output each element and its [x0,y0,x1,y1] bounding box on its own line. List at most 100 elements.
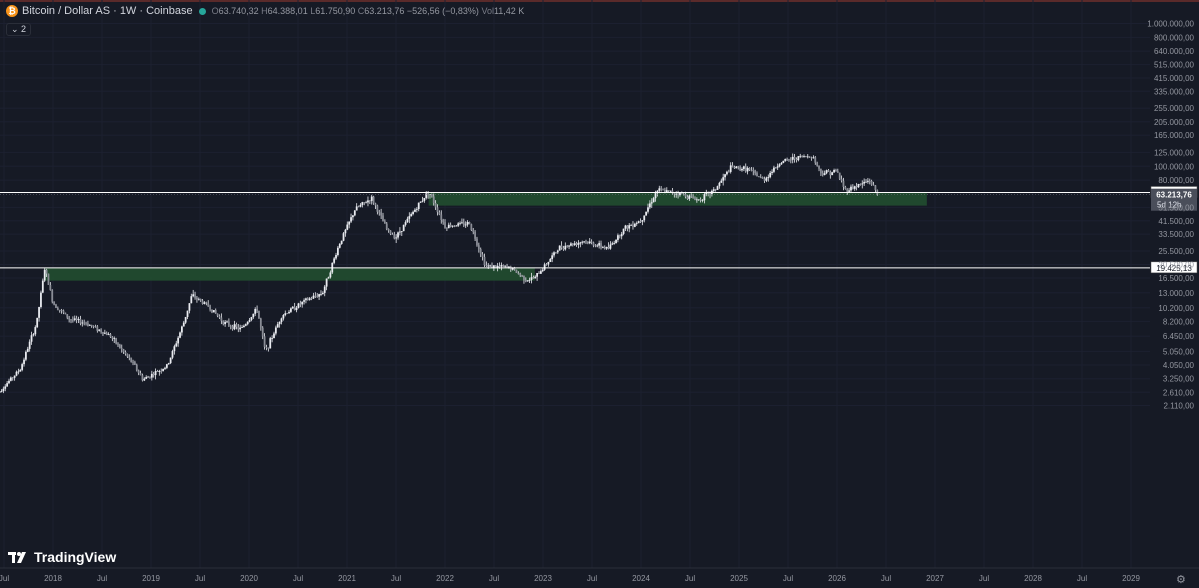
high-label: H [261,6,268,16]
candle-body [53,301,55,305]
y-tick-label: 2.110,00 [1163,401,1194,410]
candle-body [579,242,582,244]
candle-body [643,215,646,221]
candle-body [404,222,407,225]
y-tick-label: 2.610,00 [1163,388,1195,397]
candle-body [321,292,324,295]
candle-body [87,323,89,326]
candle-body [513,267,516,270]
y-tick-label: 165.000,00 [1154,131,1195,140]
indicator-toggle[interactable]: ⌄ 2 [6,23,32,36]
candle-body [169,357,172,364]
candle-body [318,294,320,297]
x-tick-label: 2026 [828,574,846,583]
candle-body [788,159,790,161]
candle-body [267,347,270,349]
candle-body [308,298,311,300]
x-tick-label: Jul [979,574,989,583]
candle-body [75,318,78,320]
candle-body [630,225,632,226]
candle-body [598,243,601,246]
candle-body [286,313,289,315]
candle-body [476,238,478,246]
candle-body [263,336,266,347]
candle-body [455,225,458,227]
candle-body [784,159,787,161]
candle-body [160,370,163,372]
current-price-box [1151,188,1197,211]
candle-body [737,166,740,168]
x-tick-label: 2024 [632,574,650,583]
candle-body [543,264,546,270]
candle-body [348,221,351,225]
candle-body [705,192,708,195]
candle-body [173,346,176,352]
candle-body [425,193,428,198]
candle-body [752,170,755,171]
candle-body [720,180,723,183]
candle-body [94,326,97,328]
candle-body [699,199,702,201]
candle-body [399,231,401,233]
candle-body [695,199,698,201]
settings-gear-icon[interactable]: ⚙ [1176,574,1186,586]
candle-body [789,159,792,161]
y-tick-label: 25.500,00 [1158,247,1194,256]
candle-body [481,254,484,257]
candle-body [259,318,262,328]
candle-body [336,247,339,256]
support-zones [44,192,927,281]
candle-body [468,221,471,225]
candle-body [652,198,655,203]
x-tick-label: 2027 [926,574,944,583]
candle-body [8,380,10,384]
candle-body [763,178,766,181]
candle-body [776,166,779,168]
candle-body [566,245,569,247]
candle-body [541,269,544,272]
candle-body [124,351,127,354]
level-label: 19.425,13 [1156,264,1192,273]
y-tick-label: 51.500,00 [1158,203,1194,212]
candle-body [66,314,69,318]
candle-body [203,302,206,304]
candle-body [562,247,565,250]
candle-body [73,318,76,320]
candle-body [521,275,523,277]
candle-body [393,234,396,239]
candle-body [641,220,644,222]
candle-body [556,250,559,253]
x-tick-label: Jul [587,574,597,583]
candle-body [735,166,738,169]
candle-body [102,332,104,334]
candle-body [716,186,719,190]
symbol-title[interactable]: Bitcoin / Dollar AS · 1W · Coinbase [22,5,193,17]
candle-body [489,265,492,267]
candle-body [417,202,420,210]
candle-body [197,298,200,300]
candle-body [613,243,616,244]
candle-body [147,376,149,378]
candle-body [835,169,837,172]
candle-body [192,294,195,297]
candle-body [6,383,9,387]
candle-body [224,321,227,325]
y-tick-label: 1.000.000,00 [1147,20,1194,29]
candle-body [536,273,539,277]
low-value: 61.750,90 [315,6,356,16]
candle-body [346,224,349,230]
candle-body [508,266,510,268]
candle-body [594,245,597,247]
candle-body [477,245,480,250]
candle-body [201,300,204,304]
x-tick-label: Jul [195,574,205,583]
candle-body [28,341,31,349]
candle-body [564,245,567,250]
candle-body [71,319,74,321]
candle-body [517,272,520,274]
candle-body [645,211,648,216]
candle-body [271,338,274,339]
candle-body [447,224,450,229]
